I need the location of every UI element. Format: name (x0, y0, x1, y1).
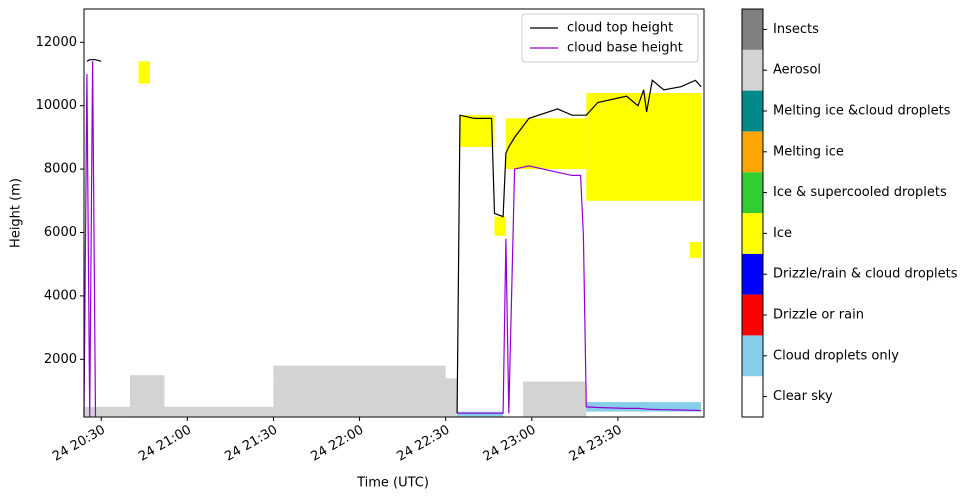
x-tick-label: 24 21:30 (222, 423, 280, 465)
colorbar-segment (742, 213, 763, 254)
class-region (460, 115, 495, 147)
y-tick-label: 4000 (44, 288, 77, 303)
x-tick-label: 24 22:30 (395, 423, 453, 465)
colorbar-label: Ice & supercooled droplets (773, 185, 947, 200)
colorbar-segment (742, 376, 763, 417)
class-region (84, 406, 274, 417)
colorbar-segment (742, 335, 763, 377)
x-tick-label: 24 21:00 (136, 423, 194, 465)
y-tick-label: 6000 (44, 225, 77, 240)
x-axis-label: Time (UTC) (356, 476, 429, 491)
class-region (523, 381, 587, 417)
colorbar-label: Melting ice (773, 144, 844, 159)
colorbar-segment (742, 294, 763, 336)
class-region (273, 378, 458, 417)
x-tick-label: 24 22:00 (308, 423, 366, 465)
class-region (457, 411, 504, 417)
legend-label: cloud top height (567, 21, 673, 36)
colorbar-label: Insects (773, 22, 819, 37)
colorbar-label: Aerosol (773, 63, 821, 78)
y-tick-label: 10000 (36, 98, 77, 113)
colorbar-label: Clear sky (773, 389, 833, 404)
data-line (86, 59, 702, 414)
colorbar-segment (742, 253, 763, 295)
y-tick-label: 2000 (44, 352, 77, 367)
x-tick-label: 24 23:30 (567, 423, 625, 465)
class-region (494, 216, 506, 236)
colorbar-label: Ice (773, 226, 792, 241)
class-region (586, 93, 702, 201)
colorbar-label: Drizzle/rain & cloud droplets (773, 267, 958, 282)
legend-box (521, 13, 699, 63)
legend-label: cloud base height (567, 41, 683, 56)
y-axis-label: Height (m) (9, 178, 24, 248)
class-region (138, 61, 151, 84)
class-region (129, 375, 165, 417)
class-region (689, 242, 702, 258)
colorbar-segment (742, 90, 763, 132)
colorbar-label: Melting ice &cloud droplets (773, 104, 951, 119)
colorbar-segment (742, 9, 763, 50)
colorbar-label: Cloud droplets only (773, 348, 899, 363)
data-line (83, 61, 702, 417)
x-tick-label: 24 23:00 (481, 423, 539, 465)
x-tick-label: 24 20:30 (50, 423, 108, 465)
y-tick-label: 8000 (44, 162, 77, 177)
colorbar-segment (742, 131, 763, 173)
colorbar-label: Drizzle or rain (773, 308, 864, 323)
colorbar-frame (741, 8, 764, 418)
class-region (505, 118, 587, 170)
y-tick-label: 12000 (36, 35, 77, 50)
colorbar-segment (742, 172, 763, 213)
plot-frame (83, 8, 705, 418)
legend: cloud top height cloud base height (521, 13, 699, 63)
class-region (273, 365, 446, 379)
colorbar-segment (742, 49, 763, 91)
class-region (586, 402, 702, 412)
